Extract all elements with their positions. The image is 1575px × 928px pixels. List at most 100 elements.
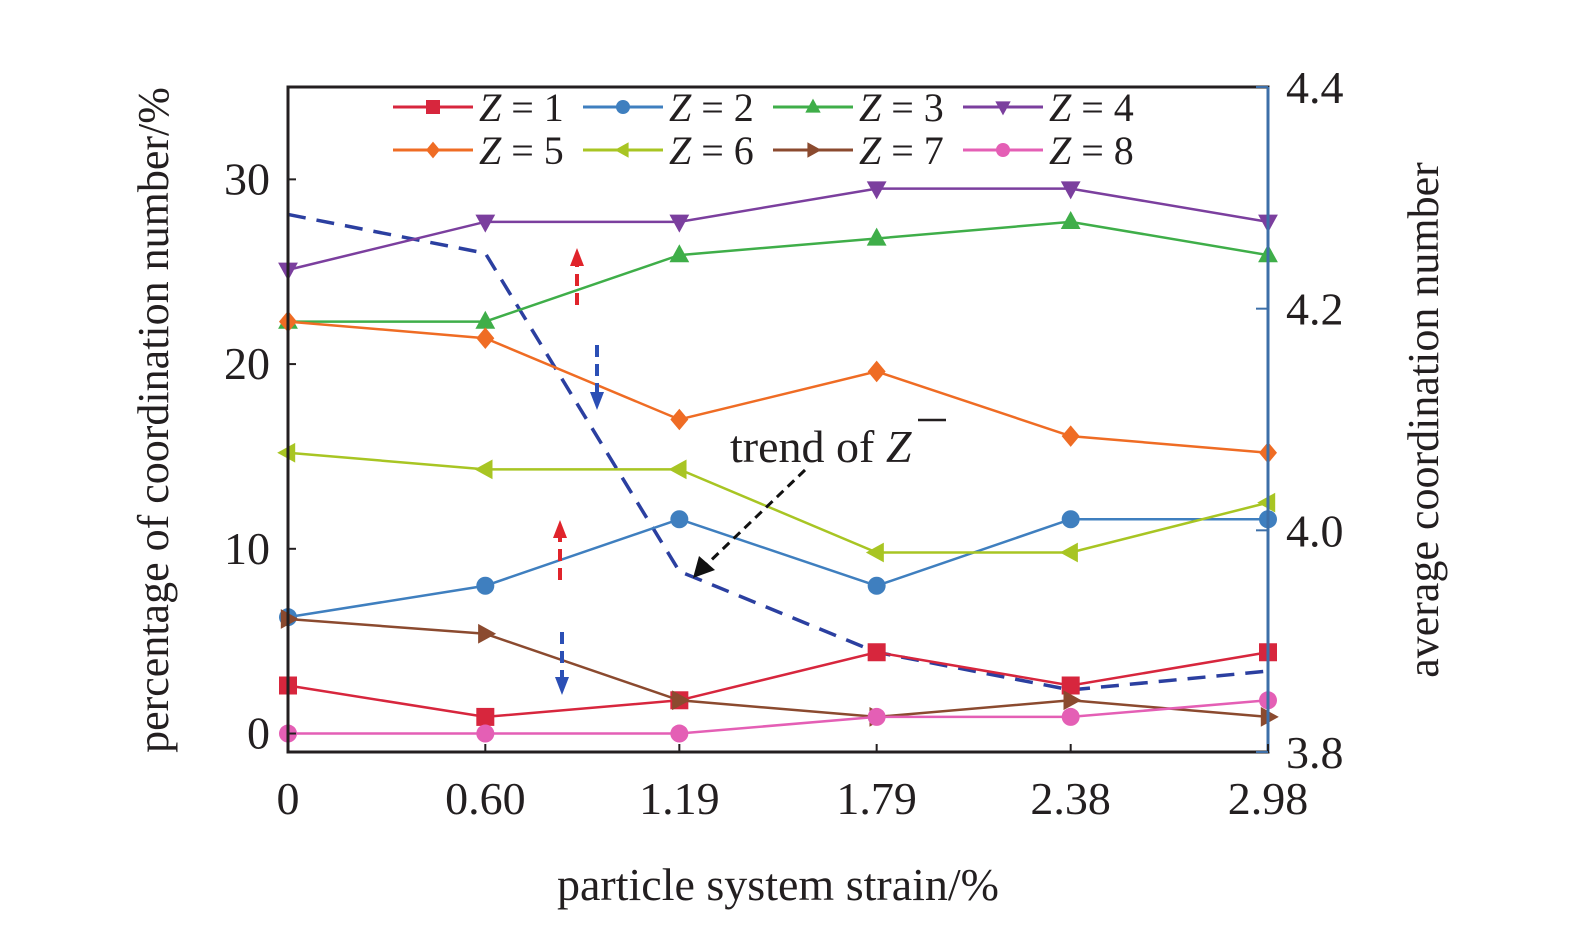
marker-triangle-down [866, 181, 887, 200]
marker-triangle-down [669, 214, 690, 233]
marker-triangle-right [672, 690, 691, 711]
marker-triangle-left [614, 142, 629, 158]
marker-circle [476, 576, 495, 595]
legend-item: Z = 1 [393, 85, 564, 130]
x-tick-label: 2.38 [1030, 773, 1111, 824]
marker-triangle-down [475, 214, 496, 233]
y2-tick-label: 4.2 [1286, 284, 1344, 335]
y2-tick-label: 3.8 [1286, 727, 1344, 778]
y-tick-label: 0 [247, 708, 270, 759]
series-z2 [279, 510, 1277, 627]
marker-triangle-up [475, 310, 496, 329]
marker-triangle-up [669, 244, 690, 263]
marker-circle [1061, 510, 1080, 529]
x-tick-label: 1.79 [836, 773, 917, 824]
series-line [287, 517, 1268, 619]
x-tick-label: 1.19 [639, 773, 720, 824]
series-z3 [278, 211, 1278, 329]
marker-triangle-right [478, 623, 497, 644]
marker-triangle-right [1260, 707, 1279, 727]
y2-tick-label: 4.4 [1286, 62, 1344, 113]
legend-label: Z = 8 [1049, 128, 1134, 173]
down-arrow-icon [590, 345, 604, 410]
legend: Z = 1 Z = 2 Z = 3 Z = 4 Z = 5 Z = 6 Z = 7 Z = 8 [393, 85, 1134, 173]
marker-triangle-left [1257, 492, 1276, 513]
arrow-head [570, 248, 584, 266]
annotation-prefix: trend of [730, 421, 886, 472]
series-z6 [277, 442, 1276, 563]
series-line [287, 650, 1269, 719]
x-tick-label: 2.98 [1228, 773, 1309, 824]
marker-circle [1061, 707, 1080, 726]
series-line [288, 699, 1269, 735]
annotation-arrowhead [693, 556, 715, 578]
legend-label: Z = 7 [859, 128, 944, 173]
marker-square [476, 707, 495, 726]
legend-item: Z = 8 [963, 128, 1134, 173]
series-line [287, 617, 1269, 719]
up-arrow-icon [570, 248, 584, 305]
legend-item: Z = 6 [583, 128, 754, 173]
plot-frame [286, 85, 1270, 754]
marker-diamond [476, 327, 495, 350]
marker-circle [670, 510, 689, 529]
ticks: 0 0.60 1.19 1.79 2.38 2.98 0 10 20 30 3.8 4.0 4.2 4.4 [224, 62, 1344, 824]
x-axis-label: particle system strain/% [557, 859, 999, 910]
marker-triangle-down [995, 101, 1011, 116]
annotation-arrow-line [701, 468, 807, 570]
series-z1 [279, 643, 1277, 726]
y2-tick-label: 4.0 [1286, 505, 1344, 556]
legend-item: Z = 3 [773, 85, 944, 130]
legend-label: Z = 6 [669, 128, 754, 173]
svg-text:trend of Z: trend of Z [730, 421, 912, 472]
series-z8 [279, 691, 1277, 743]
x-tick-label: 0.60 [445, 773, 526, 824]
y-axis-label: percentage of coordination number/% [129, 87, 178, 753]
series-line [287, 451, 1269, 554]
down-arrow-icon [555, 632, 569, 695]
marker-circle [867, 707, 886, 726]
marker-circle [616, 100, 630, 114]
marker-diamond [867, 360, 886, 383]
marker-circle [867, 576, 886, 595]
y-tick-label: 10 [224, 523, 270, 574]
marker-triangle-left [668, 459, 687, 480]
series-z4 [278, 181, 1278, 281]
arrow-head [553, 520, 567, 538]
trend-annotation: trend of Z [693, 418, 946, 578]
annotation-symbol: Z [886, 421, 912, 472]
marker-triangle-left [865, 542, 884, 563]
legend-label: Z = 2 [669, 85, 754, 130]
up-arrow-icon [553, 520, 567, 580]
legend-item: Z = 2 [583, 85, 754, 130]
marker-triangle-up [866, 227, 887, 246]
trend-arrows [553, 248, 604, 695]
average-coordination-line [287, 212, 1269, 692]
x-tick-label: 0 [277, 773, 300, 824]
marker-diamond [1061, 425, 1080, 447]
series-line [288, 220, 1269, 323]
marker-diamond [426, 141, 440, 159]
marker-triangle-right [280, 609, 299, 629]
legend-item: Z = 7 [773, 128, 944, 173]
marker-triangle-up [805, 98, 821, 113]
marker-circle [670, 724, 689, 743]
y2-axis-label: average coordination number [1399, 162, 1448, 678]
series-line [287, 187, 1269, 272]
marker-triangle-left [277, 442, 296, 463]
y-tick-label: 20 [224, 338, 270, 389]
marker-triangle-left [474, 459, 493, 480]
marker-triangle-left [1059, 542, 1078, 563]
arrow-head [590, 392, 604, 410]
marker-square [1061, 676, 1080, 695]
legend-item: Z = 5 [393, 128, 564, 173]
y-tick-label: 30 [224, 153, 270, 204]
marker-triangle-down [1060, 181, 1081, 200]
marker-square [426, 100, 440, 114]
legend-item: Z = 4 [963, 85, 1134, 130]
legend-label: Z = 3 [859, 85, 944, 130]
arrow-head [555, 677, 569, 695]
marker-diamond [670, 408, 689, 431]
marker-triangle-right [807, 142, 822, 158]
